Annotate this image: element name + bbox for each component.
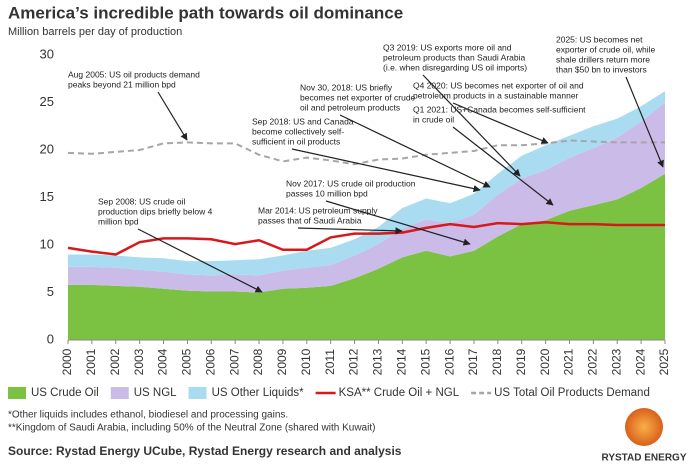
chart-title: America’s incredible path towards oil do… [8, 3, 403, 22]
legend-label: US Crude Oil [31, 387, 99, 399]
x-tick-label: 2008 [251, 348, 265, 375]
x-tick-label: 2024 [633, 348, 647, 375]
annotation: petroleum products than Saudi Arabia [383, 52, 526, 62]
legend-swatch [8, 387, 26, 399]
annotation: become collectively self- [252, 126, 344, 136]
annotation: Q1 2021: US+Canada becomes self-sufficie… [413, 104, 586, 114]
x-tick-label: 2019 [514, 348, 528, 375]
annotation-arrow [325, 200, 471, 246]
y-tick-label: 20 [40, 141, 54, 156]
y-tick-label: 25 [40, 94, 54, 109]
legend-swatch [188, 387, 207, 399]
annotation: Nov 30, 2018: US briefly [300, 82, 393, 92]
annotation: petroleum products in a sustainable mann… [413, 90, 579, 100]
x-tick-label: 2006 [203, 348, 217, 375]
annotation-arrow [422, 74, 521, 177]
annotation: Sep 2018: US and Canada [252, 116, 354, 126]
annotation: in crude oil [413, 114, 454, 124]
logo-text: RYSTAD ENERGY [601, 453, 686, 464]
x-tick-label: 2023 [609, 348, 623, 375]
x-tick-label: 2018 [490, 348, 504, 375]
annotation: oil and petroleum products [300, 102, 400, 112]
legend-label: US Total Oil Products Demand [494, 387, 650, 399]
legend-swatch [110, 387, 129, 399]
annotation: (i.e. when disregarding US oil imports) [383, 62, 527, 72]
annotation: Q3 2019: US exports more oil and [383, 42, 512, 52]
legend-label: US Other Liquids* [212, 387, 305, 399]
x-tick-label: 2012 [347, 348, 361, 375]
y-tick-label: 15 [40, 189, 54, 204]
annotation: Sep 2008: US crude oil [98, 196, 186, 206]
legend-label: US NGL [134, 387, 177, 399]
x-tick-label: 2000 [60, 348, 74, 375]
x-tick-label: 2002 [108, 348, 122, 375]
annotation: peaks beyond 21 million bpd [68, 79, 176, 89]
annotation: Aug 2005: US oil products demand [68, 69, 200, 79]
line [67, 220, 665, 256]
x-tick-label: 2022 [586, 348, 600, 375]
footnote: *Other liquids includes ethanol, biodies… [8, 410, 288, 421]
area [68, 173, 665, 340]
annotation-arrow [137, 228, 263, 293]
annotation: Nov 2017: US crude oil production [286, 178, 416, 188]
y-tick-label: 0 [47, 331, 54, 346]
annotation: 2025: US becomes net [556, 34, 643, 44]
annotation-arrow [339, 114, 491, 188]
dashed-line [67, 139, 665, 166]
annotation-arrow [452, 126, 554, 206]
x-tick-label: 2003 [132, 348, 146, 375]
footnote: **Kingdom of Saudi Arabia, including 50%… [8, 423, 375, 434]
annotation-arrow [625, 76, 664, 168]
x-tick-label: 2010 [299, 348, 313, 375]
annotation: exporter of crude oil, while [556, 44, 655, 54]
legend-label: KSA** Crude Oil + NGL [339, 387, 460, 399]
annotation-arrow [452, 102, 549, 144]
x-tick-label: 2015 [418, 348, 432, 375]
x-tick-label: 2016 [442, 348, 456, 375]
annotation: sufficient in oil products [252, 136, 340, 146]
area [68, 102, 665, 293]
source: Source: Rystad Energy UCube, Rystad Ener… [8, 444, 402, 458]
annotation: Q4 2020: US becomes net exporter of oil … [413, 80, 584, 90]
annotation: than $50 bn to investors [556, 64, 647, 74]
annotation: million bpd [98, 216, 139, 226]
x-tick-label: 2021 [562, 348, 576, 375]
x-tick-label: 2007 [227, 348, 241, 375]
annotation-arrow [291, 148, 481, 193]
x-tick-label: 2004 [156, 348, 170, 375]
annotation-arrow [157, 91, 188, 141]
annotation: passes that of Saudi Arabia [258, 215, 362, 225]
area [68, 91, 665, 276]
y-tick-label: 10 [40, 236, 54, 251]
x-tick-label: 2001 [84, 348, 98, 375]
annotation: becomes net exporter of crude [300, 92, 416, 102]
x-tick-label: 2009 [275, 348, 289, 375]
annotation: shale drillers return more [556, 54, 650, 64]
x-tick-label: 2013 [371, 348, 385, 375]
chart-subtitle: Million barrels per day of production [8, 26, 182, 38]
annotation: production dips briefly below 4 [98, 206, 213, 216]
logo: RYSTAD ENERGY [601, 408, 687, 464]
x-tick-label: 2017 [466, 348, 480, 375]
annotation-arrow [297, 227, 403, 235]
annotation: passes 10 million bpd [286, 188, 368, 198]
x-tick-label: 2005 [180, 348, 194, 375]
logo-icon [625, 408, 663, 446]
y-tick-label: 30 [40, 46, 54, 61]
x-tick-label: 2025 [657, 348, 671, 375]
x-tick-label: 2020 [538, 348, 552, 375]
y-tick-label: 5 [47, 284, 54, 299]
x-tick-label: 2014 [394, 348, 408, 375]
x-tick-label: 2011 [323, 349, 337, 375]
annotation: Mar 2014: US petroleum supply [258, 205, 378, 215]
